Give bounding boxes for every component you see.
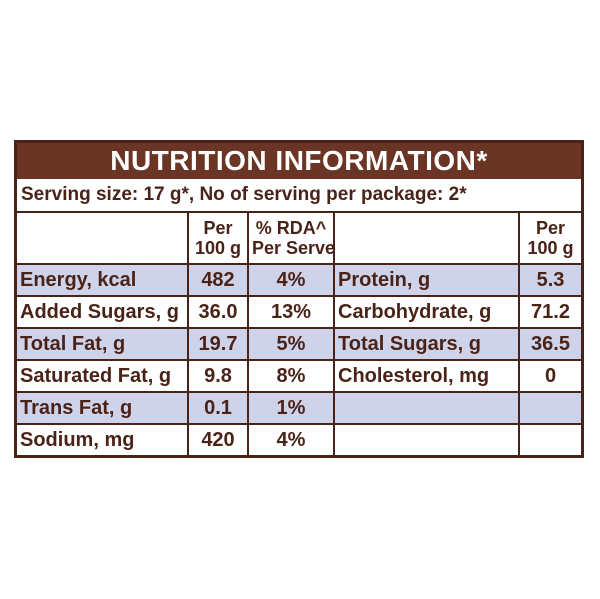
right-nutrient-value: 36.5: [518, 327, 581, 361]
nutrient-name: Trans Fat, g: [17, 391, 189, 425]
serving-info: Serving size: 17 g*, No of serving per p…: [17, 179, 581, 213]
nutrition-table: Per 100 g % RDA^ Per Serve Per 100 g Ene…: [17, 213, 581, 455]
right-nutrient-value: 5.3: [518, 263, 581, 297]
table-row: Saturated Fat, g 9.8 8% Cholesterol, mg …: [17, 359, 581, 393]
rda-header-line2: Per Serve: [252, 238, 334, 258]
table-row: Energy, kcal 482 4% Protein, g 5.3: [17, 263, 581, 297]
nutrition-label: NUTRITION INFORMATION* Serving size: 17 …: [14, 140, 584, 458]
nutrient-per100: 19.7: [187, 327, 249, 361]
nutrient-rda: 13%: [247, 295, 335, 329]
per100-header-line2: 100 g: [194, 238, 242, 258]
nutrient-name: Total Fat, g: [17, 327, 189, 361]
nutrient-per100: 36.0: [187, 295, 249, 329]
nutrient-per100: 420: [187, 423, 249, 455]
nutrient-per100: 9.8: [187, 359, 249, 393]
nutrient-rda: 5%: [247, 327, 335, 361]
right-per100-header-line2: 100 g: [527, 238, 574, 258]
nutrient-name: Saturated Fat, g: [17, 359, 189, 393]
table-row: Sodium, mg 420 4%: [17, 423, 581, 455]
nutrient-name: Energy, kcal: [17, 263, 189, 297]
per100-header: Per 100 g: [187, 213, 249, 265]
per100-header-line1: Per: [203, 218, 233, 238]
right-nutrient-value: [518, 391, 581, 425]
right-nutrient-name: Protein, g: [333, 263, 520, 297]
right-nutrient-value: [518, 423, 581, 455]
right-per100-header: Per 100 g: [518, 213, 581, 265]
rda-header: % RDA^ Per Serve: [247, 213, 335, 265]
nutrient-per100: 482: [187, 263, 249, 297]
label-title: NUTRITION INFORMATION*: [17, 143, 581, 179]
right-nutrient-name: Carbohydrate, g: [333, 295, 520, 329]
rda-header-line1: % RDA^: [255, 218, 327, 238]
table-row: Added Sugars, g 36.0 13% Carbohydrate, g…: [17, 295, 581, 329]
nutrient-name: Added Sugars, g: [17, 295, 189, 329]
table-row: Trans Fat, g 0.1 1%: [17, 391, 581, 425]
right-nutrient-name: [333, 423, 520, 455]
right-nutrient-name: Total Sugars, g: [333, 327, 520, 361]
blank-header-cell: [17, 213, 189, 265]
right-nutrient-name: [333, 391, 520, 425]
nutrient-rda: 8%: [247, 359, 335, 393]
nutrient-name: Sodium, mg: [17, 423, 189, 455]
blank-header-cell-right: [333, 213, 520, 265]
right-nutrient-value: 71.2: [518, 295, 581, 329]
right-nutrient-name: Cholesterol, mg: [333, 359, 520, 393]
right-per100-header-line1: Per: [535, 218, 566, 238]
nutrient-per100: 0.1: [187, 391, 249, 425]
nutrient-rda: 1%: [247, 391, 335, 425]
table-row: Total Fat, g 19.7 5% Total Sugars, g 36.…: [17, 327, 581, 361]
header-row: Per 100 g % RDA^ Per Serve Per 100 g: [17, 213, 581, 265]
nutrient-rda: 4%: [247, 263, 335, 297]
right-nutrient-value: 0: [518, 359, 581, 393]
nutrient-rda: 4%: [247, 423, 335, 455]
